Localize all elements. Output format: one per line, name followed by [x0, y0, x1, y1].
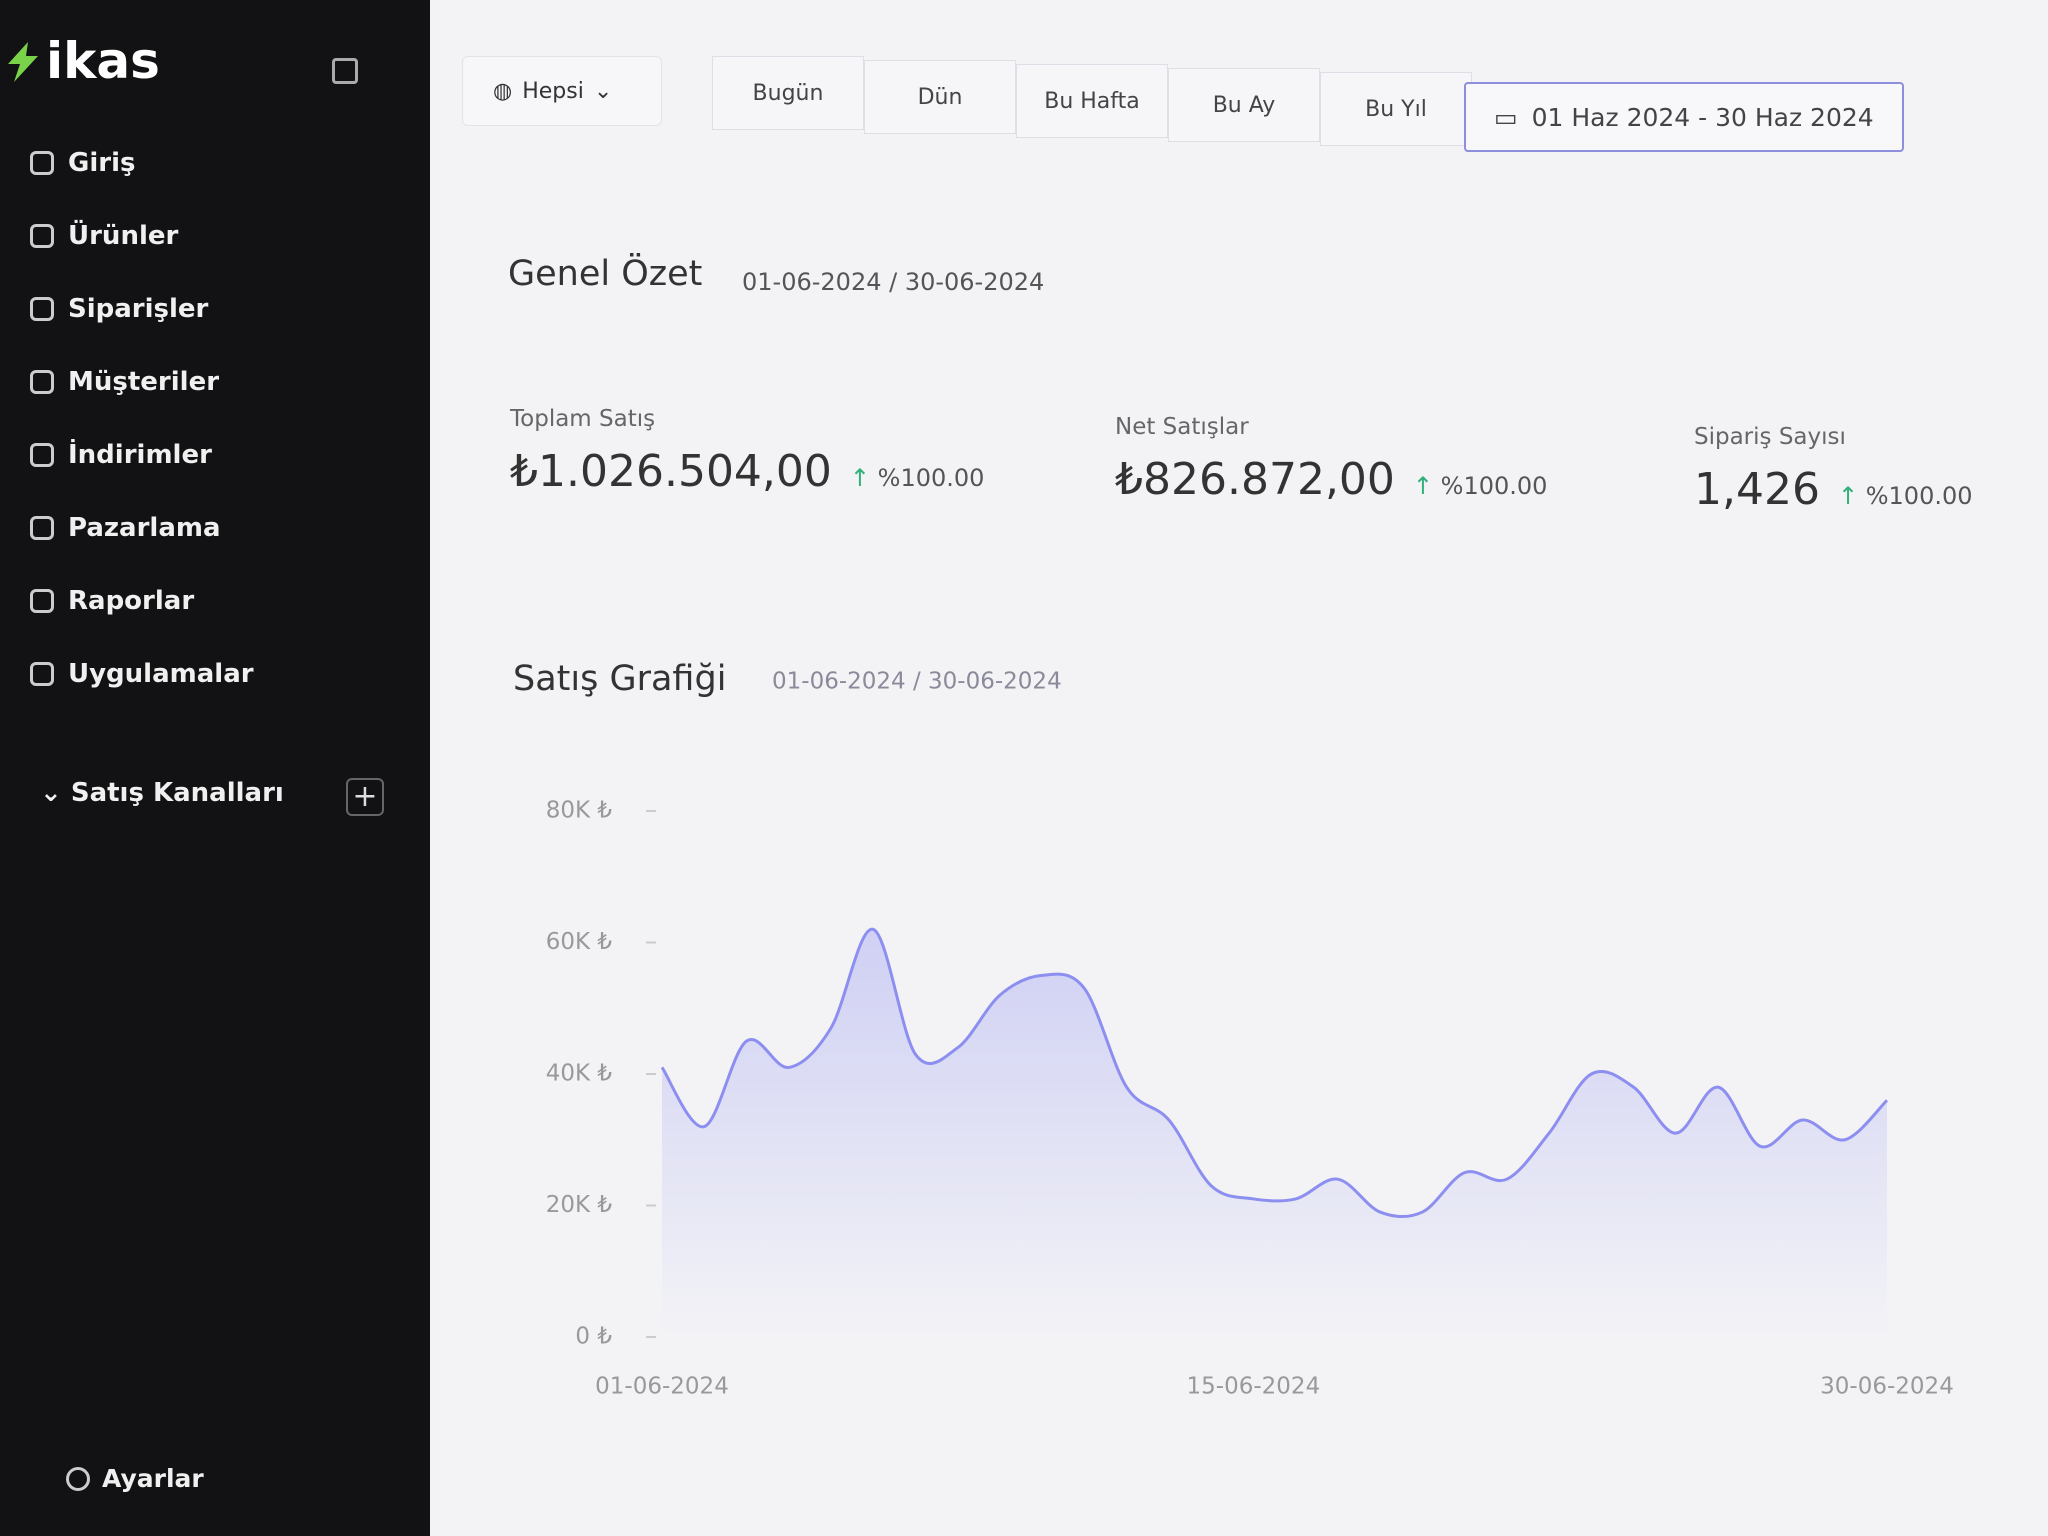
card-label: Net Satışlar — [1115, 414, 1249, 440]
nav-item[interactable]: Pazarlama — [30, 513, 221, 543]
nav-item[interactable]: Uygulamalar — [30, 659, 254, 689]
nav-icon — [30, 443, 54, 467]
sidebar: ikas Giriş Ürünler Siparişler Müşteriler İnd… — [0, 0, 430, 1536]
card-label: Toplam Satış — [510, 406, 656, 432]
nav-label: Giriş — [68, 148, 136, 178]
nav-label: Raporlar — [68, 586, 195, 616]
card-change: %100.00 — [850, 464, 985, 492]
nav-item[interactable]: Siparişler — [30, 294, 208, 324]
add-channel[interactable]: + — [346, 778, 384, 816]
date-tab[interactable]: Bu Hafta — [1016, 64, 1168, 138]
y-tick-label: 0 ₺ — [575, 1324, 612, 1350]
nav-icon — [30, 297, 54, 321]
date-tab[interactable]: Bu Yıl — [1320, 72, 1472, 146]
nav-label: Müşteriler — [68, 367, 220, 397]
date-tab[interactable]: Dün — [864, 60, 1016, 134]
calendar-icon: ▭ — [1494, 102, 1518, 132]
card-value: 1,426 — [1694, 464, 1820, 515]
nav-label: Uygulamalar — [68, 659, 254, 689]
globe-icon: ◍ — [493, 78, 513, 104]
nav-item[interactable]: Raporlar — [30, 586, 194, 616]
y-tick-label: 60K ₺ — [546, 929, 613, 955]
settings-label: Ayarlar — [102, 1464, 204, 1493]
card-value: ₺826.872,00 — [1115, 454, 1395, 505]
nav-label: İndirimler — [68, 440, 212, 470]
summary-card: Toplam Satış ₺1.026.504,00 %100.00 — [510, 406, 984, 497]
date-tab[interactable]: Bu Ay — [1168, 68, 1320, 142]
scope-select[interactable]: ◍ Hepsi ⌄ — [462, 56, 662, 126]
chevron: ⌄ — [40, 778, 71, 808]
nav-item[interactable]: Ürünler — [30, 221, 178, 251]
card-change: %100.00 — [1838, 482, 1973, 510]
card-change: %100.00 — [1413, 472, 1548, 500]
line — [660, 927, 1889, 1219]
nav-icon — [30, 224, 54, 248]
x-tick-label: 01-06-2024 — [595, 1374, 729, 1400]
settings-link[interactable]: Ayarlar — [66, 1464, 204, 1493]
nav-item[interactable]: Müşteriler — [30, 367, 219, 397]
y-tick-label: 80K ₺ — [546, 798, 613, 824]
nav-icon — [30, 516, 54, 540]
nav-item[interactable]: Giriş — [30, 148, 135, 178]
date-range-label: 01 Haz 2024 - 30 Haz 2024 — [1531, 102, 1874, 132]
nav-label: Siparişler — [68, 294, 209, 324]
nav-icon — [30, 151, 54, 175]
date-tab[interactable]: Bugün — [712, 56, 864, 130]
y-tick-label: 40K ₺ — [546, 1061, 613, 1087]
card-label: Sipariş Sayısı — [1694, 424, 1846, 450]
logo[interactable]: ikas — [46, 32, 160, 90]
section-toggle[interactable]: ⌄ Satış Kanalları — [40, 778, 284, 808]
summary-card: Sipariş Sayısı 1,426 %100.00 — [1694, 424, 1973, 515]
nav-label: Ürünler — [68, 221, 179, 251]
date-range[interactable]: ▭ 01 Haz 2024 - 30 Haz 2024 — [1464, 82, 1904, 152]
dropdown-arrow: ⌄ — [593, 78, 613, 104]
nav-label: Pazarlama — [68, 513, 221, 543]
chart-title: Satış Grafiği — [513, 659, 726, 699]
chart-subtitle: 01-06-2024 / 30-06-2024 — [772, 669, 1062, 695]
scope-label: Hepsi — [522, 78, 584, 104]
nav-item[interactable]: İndirimler — [30, 440, 212, 470]
y-tick-label: 20K ₺ — [546, 1192, 613, 1218]
x-tick-label: 15-06-2024 — [1187, 1374, 1321, 1400]
area — [662, 929, 1887, 1337]
summary-date: 01-06-2024 / 30-06-2024 — [742, 268, 1045, 296]
x-tick-label: 30-06-2024 — [1820, 1374, 1954, 1400]
collapse-button[interactable] — [332, 58, 358, 84]
nav-icon — [30, 662, 54, 686]
nav-icon — [30, 589, 54, 613]
card-value: ₺1.026.504,00 — [510, 446, 832, 497]
summary-card: Net Satışlar ₺826.872,00 %100.00 — [1115, 414, 1547, 505]
summary-title: Genel Özet — [508, 254, 703, 294]
nav-icon — [30, 370, 54, 394]
settings-icon — [66, 1466, 90, 1491]
section-title: Satış Kanalları — [70, 778, 284, 808]
logo-icon — [8, 42, 38, 82]
